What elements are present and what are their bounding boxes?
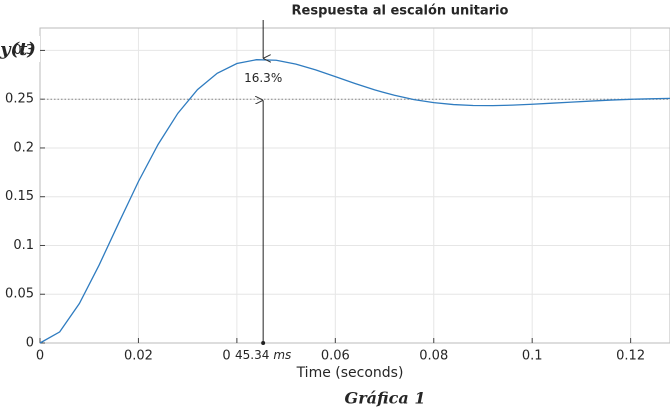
chart-title: Respuesta al escalón unitario	[292, 4, 509, 19]
x-tick-label: 0.1	[522, 349, 543, 364]
y-tick-label: 0.05	[5, 287, 34, 302]
overshoot-label: 16.3%	[244, 71, 282, 85]
x-tick-label: 0.06	[321, 349, 350, 364]
y-tick-label: 0.25	[5, 92, 34, 107]
y-tick-label: 0.2	[13, 140, 34, 155]
x-tick-label: 0	[36, 349, 44, 364]
y-tick-label: 0.3	[13, 43, 34, 58]
x-tick-label: 0.02	[124, 349, 153, 364]
y-tick-label: 0	[26, 336, 34, 351]
peak-time-unit: ms	[273, 348, 291, 362]
peak-time-label: 45.34 ms	[235, 348, 291, 362]
plot-frame	[39, 27, 670, 344]
x-tick-label: 0.12	[616, 349, 645, 364]
grid	[39, 28, 670, 344]
line-series	[39, 59, 670, 344]
x-axis-label: Time (seconds)	[296, 365, 404, 381]
peak-time-box	[231, 346, 296, 364]
caption: Gráfica 1	[345, 389, 426, 408]
y-tick-label: 0.1	[13, 238, 34, 253]
y-axis-label: y(t)	[0, 39, 36, 60]
peak-time-value: 45.34	[235, 348, 269, 362]
x-tick-label: 0.08	[419, 349, 448, 364]
y-label-box	[0, 36, 40, 62]
peak-time-dot	[261, 341, 266, 345]
y-tick-label: 0.15	[5, 189, 34, 204]
